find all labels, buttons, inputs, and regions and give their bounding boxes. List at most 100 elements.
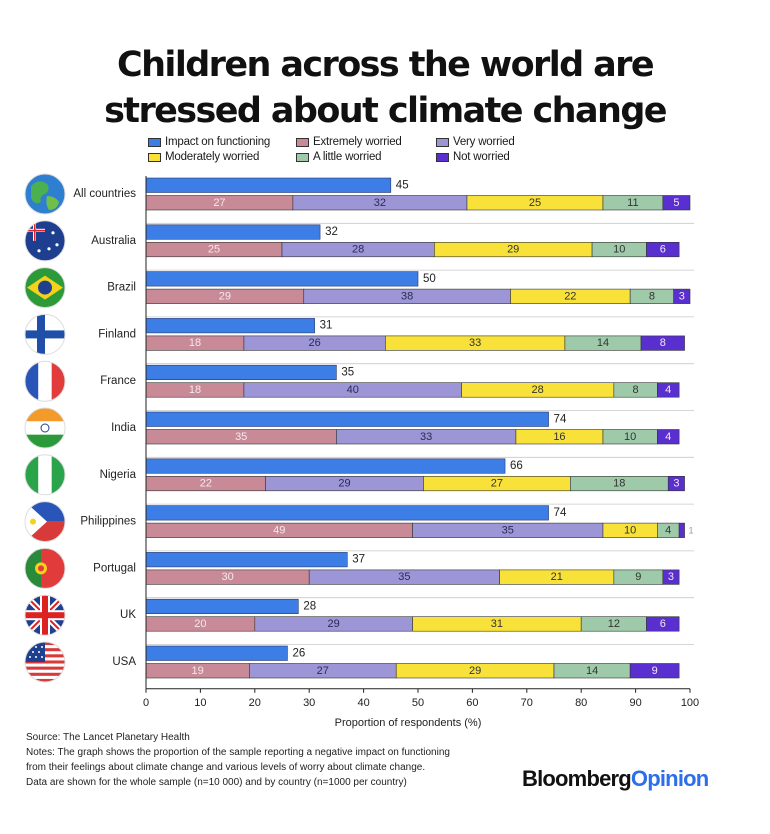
data-label-segment: 35	[398, 571, 410, 583]
x-tick-label: 10	[194, 697, 206, 709]
legend-item-very: Very worried	[436, 136, 515, 148]
data-label-segment: 19	[192, 665, 204, 677]
bar-segment-not-worried	[657, 382, 680, 398]
legend-label: Not worried	[453, 151, 510, 163]
flag-border	[24, 501, 66, 543]
data-label-segment: 4	[665, 431, 671, 443]
legend-item-not: Not worried	[436, 151, 510, 163]
x-tick-label: 20	[249, 697, 261, 709]
brand-part-1: Bloomberg	[522, 766, 632, 791]
category-label: Brazil	[107, 282, 136, 294]
data-label-segment: 18	[189, 384, 201, 396]
india-flag-icon	[24, 407, 66, 449]
legend-swatch	[148, 152, 161, 162]
x-tick-label: 40	[357, 697, 369, 709]
data-label-segment: 49	[273, 524, 285, 536]
data-label-segment: 32	[374, 197, 386, 209]
bar-segment-not-worried	[662, 569, 680, 585]
data-label-segment: 30	[221, 571, 233, 583]
data-label-segment: 18	[189, 337, 201, 349]
brazil-flag-icon	[24, 267, 66, 309]
x-tick-label: 0	[143, 697, 149, 709]
flag-border	[24, 313, 66, 355]
bar-segment-not-worried	[678, 522, 685, 538]
data-label-segment: 6	[660, 618, 666, 630]
notes-line-3: Data are shown for the whole sample (n=1…	[26, 777, 407, 788]
notes-line-2: from their feelings about climate change…	[26, 762, 426, 773]
bar-impact-on-functioning	[145, 318, 315, 334]
data-label-impact: 35	[341, 366, 354, 378]
data-label-segment: 25	[529, 197, 541, 209]
flag-border	[24, 360, 66, 402]
data-label-segment: 11	[627, 197, 638, 209]
data-label-segment: 8	[633, 384, 639, 396]
uk-flag-icon	[24, 594, 66, 636]
legend-label: Very worried	[453, 136, 515, 148]
data-label-segment: 22	[200, 478, 212, 490]
brand-part-2: Opinion	[630, 766, 709, 791]
data-label-segment: 20	[194, 618, 206, 630]
data-label-segment: 6	[660, 244, 666, 256]
category-label: Nigeria	[100, 469, 137, 481]
bar-segment-not-worried	[657, 429, 680, 445]
australia-flag-icon	[24, 220, 66, 262]
legend-item-little: A little worried	[296, 151, 382, 163]
legend-label: Impact on functioning	[165, 136, 271, 148]
data-label-segment: 10	[613, 244, 625, 256]
data-label-segment: 10	[624, 524, 636, 536]
data-label-segment: 22	[564, 290, 576, 302]
bar-impact-on-functioning	[145, 224, 321, 240]
legend-swatch	[436, 152, 449, 162]
bar-segment-not-worried	[646, 616, 680, 632]
flag-border	[24, 407, 66, 449]
x-tick-label: 90	[629, 697, 641, 709]
category-label: All countries	[73, 188, 136, 200]
legend-label: Extremely worried	[313, 136, 402, 148]
bar-impact-on-functioning	[145, 411, 549, 427]
bar-impact-on-functioning	[145, 177, 392, 193]
flag-border	[24, 454, 66, 496]
finland-flag-icon	[24, 313, 66, 355]
data-label-segment: 21	[551, 571, 563, 583]
data-label-segment: 3	[679, 290, 685, 302]
category-label: Philippines	[80, 516, 136, 528]
data-label-segment: 8	[649, 290, 655, 302]
legend-label: A little worried	[313, 151, 382, 163]
bar-impact-on-functioning	[145, 271, 419, 287]
bar-impact-on-functioning	[145, 552, 348, 568]
bar-impact-on-functioning	[145, 645, 288, 661]
data-label-impact: 45	[396, 179, 409, 191]
data-label-segment: 3	[673, 478, 679, 490]
data-label-segment: 35	[502, 524, 514, 536]
bloomberg-opinion-logo: BloombergOpinion	[522, 766, 709, 792]
legend-item-moderately: Moderately worried	[148, 151, 259, 163]
legend-swatch	[148, 137, 161, 147]
data-label-impact: 32	[325, 226, 338, 238]
data-label-segment: 29	[469, 665, 481, 677]
notes-line-1: Notes: The graph shows the proportion of…	[26, 747, 450, 758]
x-tick-label: 30	[303, 697, 315, 709]
category-label: Portugal	[93, 562, 136, 574]
data-label-impact: 31	[320, 320, 333, 332]
data-label-segment: 9	[635, 571, 641, 583]
bar-impact-on-functioning	[145, 505, 549, 521]
bar-segment-not-worried	[667, 475, 685, 492]
bar-impact-on-functioning	[145, 598, 299, 615]
nigeria-flag-icon	[24, 454, 66, 496]
data-label-segment: 4	[665, 524, 671, 536]
data-label-impact: 74	[554, 507, 567, 519]
legend-label: Moderately worried	[165, 151, 260, 163]
legend-swatch	[436, 137, 449, 147]
x-tick-label: 60	[466, 697, 478, 709]
flag-border	[24, 641, 66, 683]
flag-border	[24, 173, 66, 215]
x-tick-label: 50	[412, 697, 424, 709]
data-label-segment: 5	[673, 197, 679, 209]
data-label-segment: 12	[608, 618, 620, 630]
data-label-segment: 16	[553, 431, 565, 443]
x-tick-label: 100	[681, 697, 699, 709]
data-label-segment: 29	[328, 618, 340, 630]
bar-impact-on-functioning	[145, 364, 337, 381]
data-label-segment: 40	[347, 384, 359, 396]
